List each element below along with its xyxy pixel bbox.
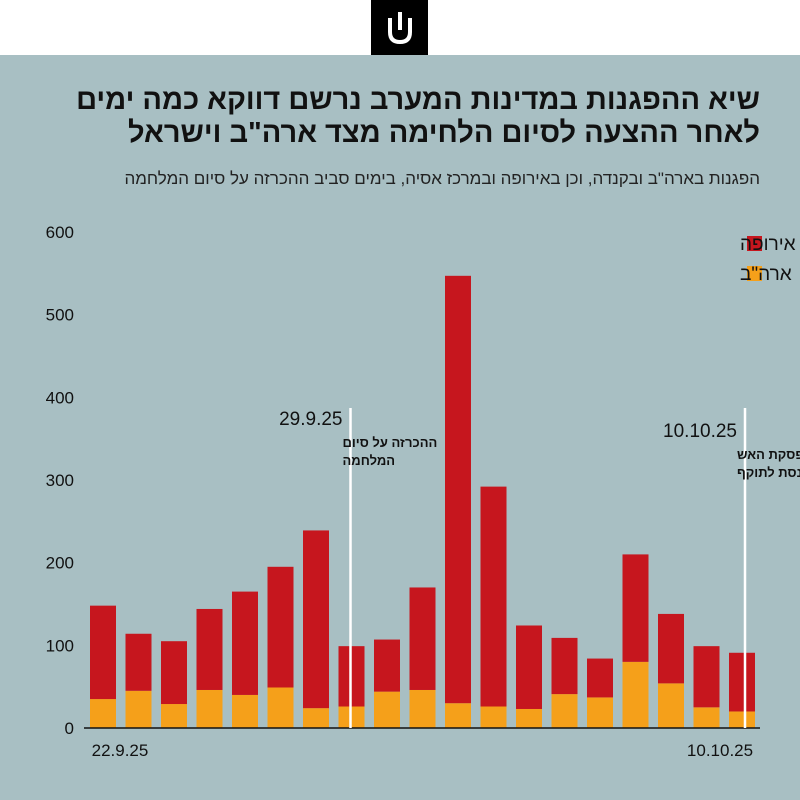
bar-usa bbox=[658, 683, 684, 728]
bar-usa bbox=[303, 708, 329, 728]
bar-usa bbox=[232, 694, 258, 728]
legend-label-europe: אירופה bbox=[740, 234, 796, 255]
bar-europe bbox=[729, 652, 755, 712]
bar-europe bbox=[161, 641, 187, 705]
bar-usa bbox=[551, 694, 578, 728]
x-start-label: 22.9.25 bbox=[92, 741, 149, 760]
top-bar bbox=[0, 0, 800, 55]
annotation-text-line-1: הפסקת האש bbox=[737, 447, 800, 462]
haaretz-logo-icon[interactable] bbox=[371, 0, 428, 55]
bar-usa bbox=[480, 706, 507, 728]
annotation-date: 29.9.25 bbox=[279, 409, 342, 430]
bar-europe bbox=[622, 554, 649, 662]
y-tick-label: 0 bbox=[65, 719, 74, 738]
legend-swatch-usa bbox=[747, 266, 762, 281]
chart-title: שיא ההפגנות במדינות המערב נרשם דווקא כמה… bbox=[20, 84, 760, 150]
bar-europe bbox=[480, 486, 507, 707]
bar-europe bbox=[90, 605, 116, 700]
bar-europe bbox=[267, 566, 294, 688]
bar-europe bbox=[551, 637, 578, 695]
chart-title-line-1: שיא ההפגנות במדינות המערב נרשם דווקא כמה… bbox=[76, 84, 760, 116]
y-tick-label: 300 bbox=[46, 471, 74, 490]
annotation-text-line-2: המלחמה bbox=[343, 453, 396, 468]
bar-europe bbox=[409, 587, 436, 690]
x-end-label: 10.10.25 bbox=[687, 741, 753, 760]
bar-europe bbox=[516, 625, 542, 709]
y-tick-label: 600 bbox=[46, 223, 74, 242]
bar-usa bbox=[90, 699, 116, 728]
chart-title-line-2: לאחר ההצעה לסיום הלחימה מצד ארה"ב וישראל bbox=[128, 117, 760, 149]
bar-usa bbox=[374, 691, 400, 728]
bar-usa bbox=[445, 703, 471, 728]
bar-europe bbox=[587, 658, 613, 698]
bar-europe bbox=[693, 646, 720, 708]
bar-usa bbox=[409, 689, 436, 728]
legend-label-usa: ארה"ב bbox=[740, 264, 792, 285]
bar-europe bbox=[658, 613, 684, 684]
y-tick-label: 100 bbox=[46, 636, 74, 655]
y-axis-ticks: 0 100 200 300 400 500 600 bbox=[46, 223, 74, 738]
bar-europe bbox=[125, 633, 152, 691]
annotation-text-line-1: ההכרזה על סיום bbox=[343, 435, 438, 450]
annotation-text-line-2: נכנסת לתוקף bbox=[737, 465, 800, 480]
bar-usa bbox=[729, 711, 755, 728]
bar-usa bbox=[516, 708, 542, 728]
legend: אירופה ארה"ב bbox=[740, 234, 796, 285]
bar-usa bbox=[196, 689, 223, 728]
y-tick-label: 400 bbox=[46, 388, 74, 407]
bars bbox=[90, 275, 755, 728]
bar-usa bbox=[693, 707, 720, 728]
chart-subtitle: הפגנות בארה"ב ובקנדה, וכן באירופה ובמרכז… bbox=[124, 169, 760, 188]
bar-europe bbox=[196, 608, 223, 690]
bar-usa bbox=[267, 687, 294, 728]
bar-usa bbox=[587, 697, 613, 728]
annotation-date: 10.10.25 bbox=[663, 421, 737, 442]
legend-swatch-europe bbox=[747, 236, 762, 251]
y-tick-label: 200 bbox=[46, 554, 74, 573]
bar-usa bbox=[622, 661, 649, 728]
y-tick-label: 500 bbox=[46, 306, 74, 325]
bar-usa bbox=[161, 704, 187, 728]
bar-usa bbox=[125, 690, 152, 728]
bar-europe bbox=[374, 639, 400, 692]
bar-europe bbox=[303, 530, 329, 709]
bar-europe bbox=[445, 275, 471, 704]
bar-europe bbox=[232, 591, 258, 695]
